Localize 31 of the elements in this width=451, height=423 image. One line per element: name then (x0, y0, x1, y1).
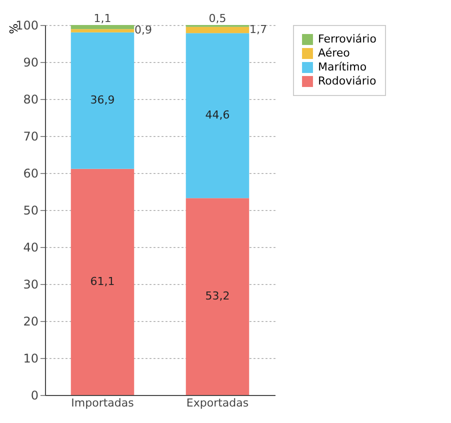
y-tick-label: 0 (30, 388, 38, 402)
legend-label: Ferroviário (318, 32, 377, 46)
data-label: 0,5 (208, 12, 226, 25)
bar (70, 168, 134, 395)
bar (186, 198, 250, 395)
y-tick-label: 30 (23, 278, 38, 292)
y-tick-label: 90 (23, 56, 38, 70)
data-label: 44,6 (205, 108, 230, 122)
bar (70, 32, 134, 169)
data-label: 53,2 (205, 290, 230, 303)
x-tick-label: Exportadas (186, 396, 249, 410)
data-label: 61,1 (90, 274, 115, 288)
y-tick-label: 20 (23, 314, 38, 328)
y-tick-label: 50 (23, 204, 38, 218)
data-label: 0,9 (134, 24, 152, 37)
y-tick-label: 60 (23, 166, 38, 180)
y-tick-label: 40 (23, 240, 38, 254)
data-label: 1,7 (250, 22, 267, 36)
data-label: 1,1 (94, 12, 112, 25)
legend-label: Marítimo (318, 60, 367, 74)
legend-label: Aéreo (318, 46, 350, 60)
x-tick-label: Importadas (71, 396, 134, 410)
y-tick-label: 70 (23, 130, 38, 144)
bar (70, 29, 134, 32)
bar (70, 25, 134, 30)
y-tick-label: 10 (23, 352, 38, 366)
y-tick-label: 80 (23, 92, 38, 106)
data-label: 36,9 (90, 94, 115, 107)
bar (186, 33, 250, 198)
legend-label: Rodoviário (318, 74, 376, 88)
bar (186, 26, 250, 34)
